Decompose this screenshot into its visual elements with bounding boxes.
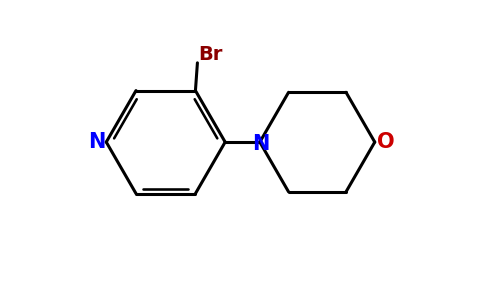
Text: N: N — [88, 132, 105, 152]
Text: O: O — [377, 132, 394, 152]
Text: N: N — [252, 134, 270, 154]
Text: Br: Br — [198, 45, 223, 64]
